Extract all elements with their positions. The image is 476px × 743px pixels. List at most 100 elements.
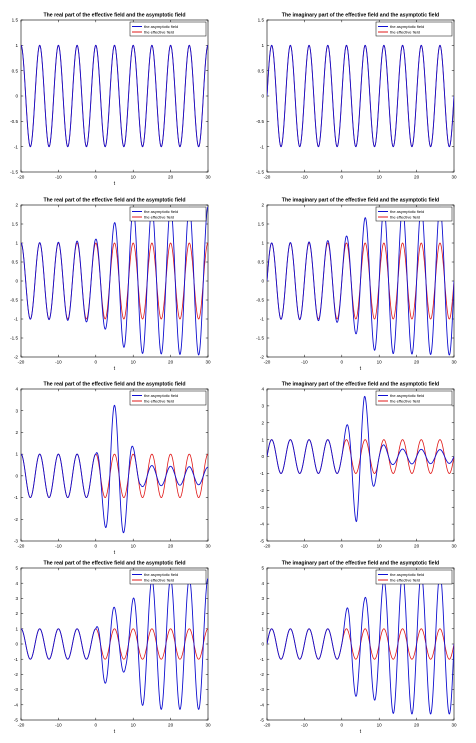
y-tick-label-8-7: 2 — [261, 611, 264, 616]
y-tick-label-5-6: 3 — [15, 408, 18, 413]
x-tick-label-4-1: -10 — [301, 360, 308, 365]
legend-label-4-0: the asymptotic field — [390, 209, 424, 214]
y-tick-label-5-1: -2 — [14, 517, 19, 522]
legend-label-3-0: the asymptotic field — [144, 209, 178, 214]
y-tick-label-3-6: 1 — [15, 241, 18, 246]
x-tick-label-7-3: 10 — [131, 723, 137, 728]
y-tick-label-8-8: 3 — [261, 596, 264, 601]
x-tick-label-3-3: 10 — [131, 360, 137, 365]
chart-title-5: The real part of the effective field and… — [43, 382, 185, 388]
chart-7: The real part of the effective field and… — [14, 561, 211, 736]
x-tick-label-7-0: -20 — [18, 723, 25, 728]
y-tick-label-3-2: -1 — [14, 317, 19, 322]
y-tick-label-7-4: -1 — [14, 657, 19, 662]
y-tick-label-1-6: 1.5 — [12, 18, 19, 23]
x-tick-label-8-3: 10 — [377, 723, 383, 728]
x-tick-label-8-1: -10 — [301, 723, 308, 728]
x-tick-label-7-1: -10 — [55, 723, 62, 728]
chart-title-6: The imaginary part of the effective fiel… — [282, 382, 439, 388]
x-axis-label-5: t — [114, 550, 116, 556]
y-tick-label-6-5: 0 — [261, 454, 264, 459]
x-tick-label-2-5: 30 — [451, 175, 457, 180]
y-tick-label-1-5: 1 — [15, 43, 18, 48]
y-tick-label-8-1: -4 — [260, 702, 265, 707]
legend-3 — [129, 206, 207, 222]
legend-label-2-0: the asymptotic field — [390, 24, 424, 29]
legend-label-6-0: the asymptotic field — [390, 393, 424, 398]
x-tick-label-8-4: 20 — [414, 723, 420, 728]
x-tick-label-6-3: 10 — [377, 544, 383, 549]
x-tick-label-4-0: -20 — [264, 360, 271, 365]
asymptotic-field-line-6 — [267, 395, 454, 523]
asymptotic-field-line-2 — [267, 44, 454, 148]
y-tick-label-3-8: 2 — [15, 203, 18, 208]
y-tick-label-2-5: 1 — [261, 43, 264, 48]
plot-area-6 — [266, 388, 455, 542]
y-tick-label-7-8: 3 — [15, 596, 18, 601]
x-tick-label-1-0: -20 — [18, 175, 25, 180]
y-tick-label-3-1: -1.5 — [10, 336, 18, 341]
y-tick-label-6-6: 1 — [261, 437, 264, 442]
x-tick-label-7-4: 20 — [168, 723, 174, 728]
y-tick-label-6-8: 3 — [261, 403, 264, 408]
chart-2: The imaginary part of the effective fiel… — [256, 13, 457, 180]
legend-6 — [375, 390, 453, 406]
x-tick-label-7-2: 0 — [95, 723, 98, 728]
y-tick-label-6-0: -5 — [260, 539, 265, 544]
chart-4: The imaginary part of the effective fiel… — [256, 198, 457, 373]
y-tick-label-4-8: 2 — [261, 203, 264, 208]
chart-title-2: The imaginary part of the effective fiel… — [282, 13, 439, 19]
y-tick-label-4-3: -0.5 — [256, 298, 264, 303]
y-tick-label-1-0: -1.5 — [10, 170, 18, 175]
legend-7 — [129, 569, 207, 585]
y-tick-label-3-0: -2 — [14, 355, 19, 360]
y-tick-label-7-0: -5 — [14, 718, 19, 723]
y-tick-label-7-9: 4 — [15, 581, 18, 586]
legend-label-3-1: the effective field — [144, 214, 174, 219]
x-tick-label-4-3: 10 — [377, 360, 383, 365]
y-tick-label-7-7: 2 — [15, 611, 18, 616]
y-tick-label-8-3: -2 — [260, 672, 265, 677]
x-axis-label-3: t — [114, 366, 116, 372]
y-tick-label-8-5: 0 — [261, 642, 264, 647]
y-tick-label-7-6: 1 — [15, 626, 18, 631]
y-tick-label-6-3: -2 — [260, 488, 265, 493]
chart-title-7: The real part of the effective field and… — [43, 561, 185, 567]
x-tick-label-5-5: 30 — [205, 544, 211, 549]
x-tick-label-1-1: -10 — [55, 175, 62, 180]
chart-6: The imaginary part of the effective fiel… — [260, 382, 457, 549]
x-tick-label-2-4: 20 — [414, 175, 420, 180]
chart-title-3: The real part of the effective field and… — [43, 198, 185, 204]
y-tick-label-3-7: 1.5 — [12, 222, 19, 227]
y-tick-label-2-6: 1.5 — [258, 18, 265, 23]
x-tick-label-8-5: 30 — [451, 723, 457, 728]
y-tick-label-6-2: -3 — [260, 505, 265, 510]
legend-1 — [129, 21, 207, 37]
x-tick-label-6-0: -20 — [264, 544, 271, 549]
x-tick-label-5-1: -10 — [55, 544, 62, 549]
legend-label-5-1: the effective field — [144, 398, 174, 403]
x-axis-label-4: t — [360, 366, 362, 372]
chart-5: The real part of the effective field and… — [14, 382, 211, 557]
legend-label-1-0: the asymptotic field — [144, 24, 178, 29]
x-tick-label-5-3: 10 — [131, 544, 137, 549]
legend-label-7-0: the asymptotic field — [144, 572, 178, 577]
legend-label-7-1: the effective field — [144, 577, 174, 582]
y-tick-label-7-3: -2 — [14, 672, 19, 677]
y-tick-label-4-2: -1 — [260, 317, 265, 322]
x-tick-label-4-5: 30 — [451, 360, 457, 365]
y-tick-label-2-3: 0 — [261, 94, 264, 99]
x-tick-label-6-4: 20 — [414, 544, 420, 549]
y-tick-label-4-4: 0 — [261, 279, 264, 284]
x-tick-label-3-5: 30 — [205, 360, 211, 365]
y-tick-label-8-4: -1 — [260, 657, 265, 662]
y-tick-label-5-5: 2 — [15, 430, 18, 435]
plot-area-5 — [20, 388, 209, 542]
y-tick-label-4-0: -2 — [260, 355, 265, 360]
legend-8 — [375, 569, 453, 585]
x-tick-label-3-2: 0 — [95, 360, 98, 365]
x-tick-label-4-2: 0 — [341, 360, 344, 365]
x-axis-label-7: t — [114, 729, 116, 735]
y-tick-label-8-10: 5 — [261, 566, 264, 571]
x-axis-label-1: t — [114, 181, 116, 187]
